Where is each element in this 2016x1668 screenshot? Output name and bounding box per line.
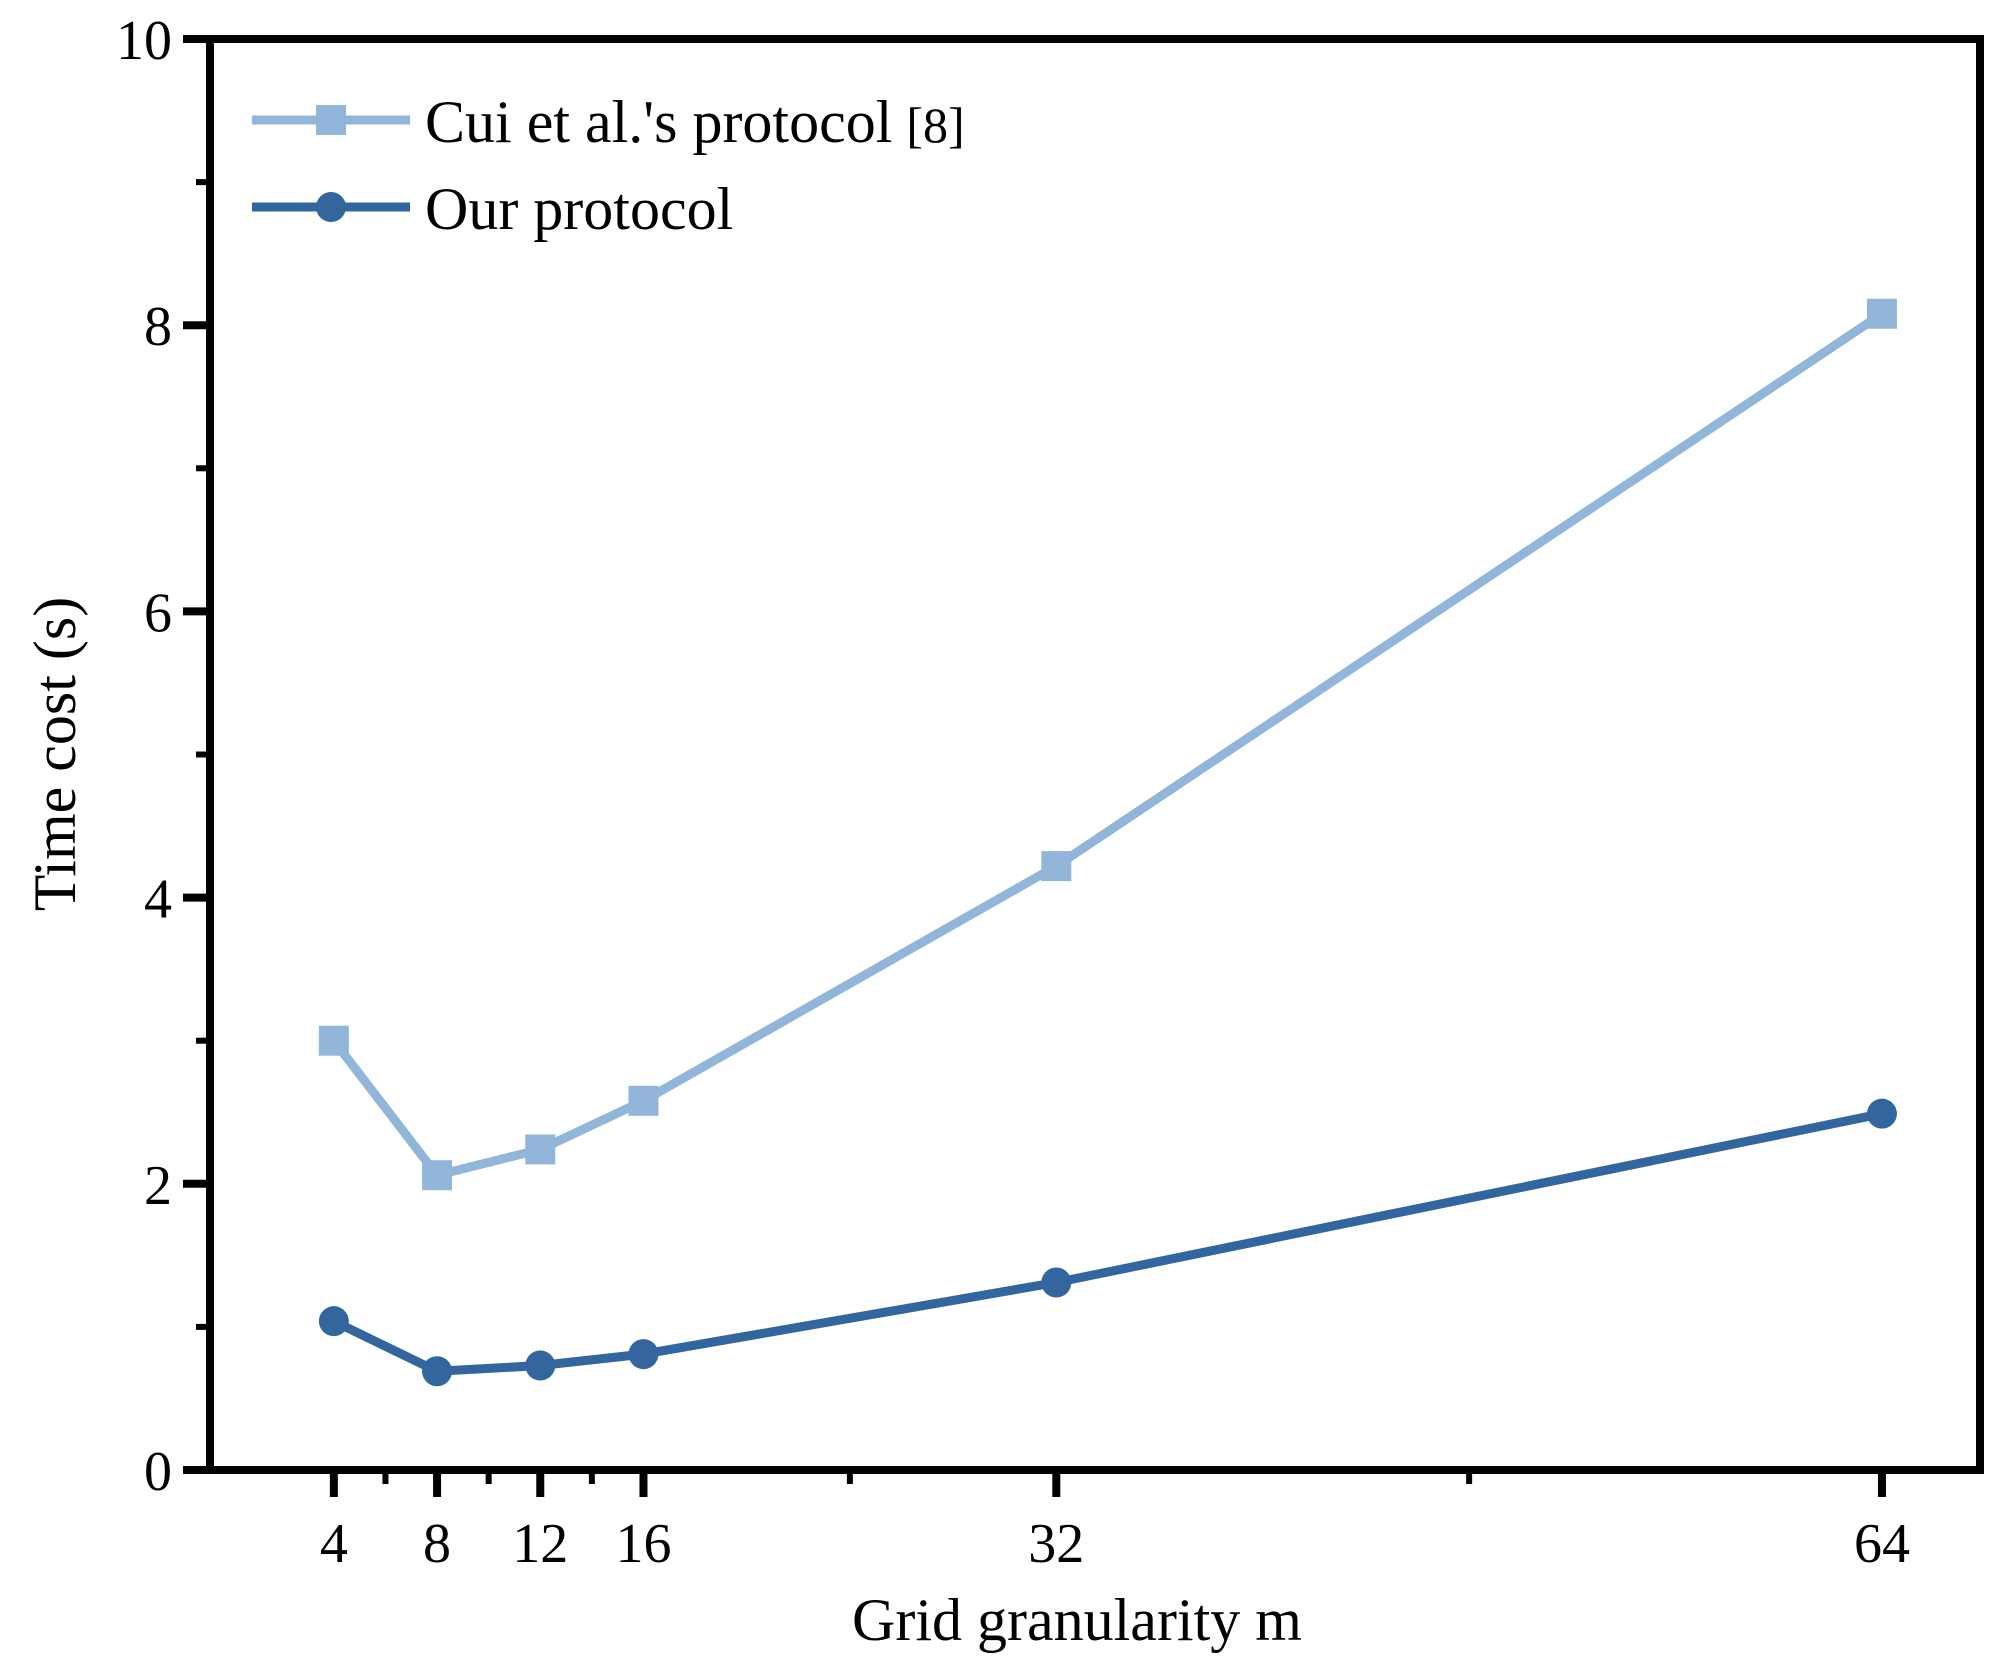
y-axis-label: Time cost (s)	[22, 597, 88, 911]
series-line-1	[331, 1109, 1883, 1376]
x-tick-label: 16	[615, 1513, 671, 1575]
legend-marker-circle	[316, 192, 346, 222]
legend: Cui et al.'s protocol [8] Our protocol	[252, 89, 965, 242]
data-point-circle	[422, 1356, 453, 1387]
x-tick-label: 8	[423, 1513, 451, 1575]
legend-marker-square	[316, 105, 346, 135]
data-point-square	[628, 1085, 659, 1116]
data-point-circle	[318, 1306, 349, 1337]
x-tick-label: 32	[1028, 1513, 1084, 1575]
series-layer	[318, 298, 1897, 1387]
x-axis-label: Grid granularity m	[852, 1587, 1302, 1653]
y-tick-label: 6	[144, 582, 172, 644]
y-tick-label: 2	[144, 1155, 172, 1217]
data-point-square	[422, 1160, 453, 1191]
data-point-circle	[1866, 1098, 1897, 1129]
ticks-layer: 4 8 12 16 32 64 0 2 4 6 8 10	[116, 10, 1910, 1575]
legend-label-cui-ref: [8]	[906, 97, 964, 153]
x-tick-label: 64	[1854, 1513, 1910, 1575]
legend-label-cui-name: Cui et al.'s protocol	[425, 89, 892, 155]
data-point-square	[1866, 298, 1897, 329]
legend-label-cui: Cui et al.'s protocol [8]	[425, 89, 965, 155]
data-point-square	[318, 1025, 349, 1056]
y-tick-label: 8	[144, 296, 172, 358]
y-tick-label: 4	[144, 869, 172, 931]
x-tick-label: 12	[512, 1513, 568, 1575]
legend-label-ours: Our protocol	[425, 176, 733, 242]
series-line-0	[330, 310, 1885, 1180]
plot-frame	[206, 35, 1984, 1474]
y-tick-label: 10	[116, 10, 172, 72]
data-point-square	[1041, 851, 1072, 882]
data-point-circle	[1041, 1267, 1072, 1298]
data-point-circle	[525, 1350, 556, 1381]
data-point-circle	[628, 1339, 659, 1370]
y-tick-label: 0	[144, 1441, 172, 1503]
data-point-square	[525, 1134, 556, 1165]
x-tick-label: 4	[320, 1513, 348, 1575]
